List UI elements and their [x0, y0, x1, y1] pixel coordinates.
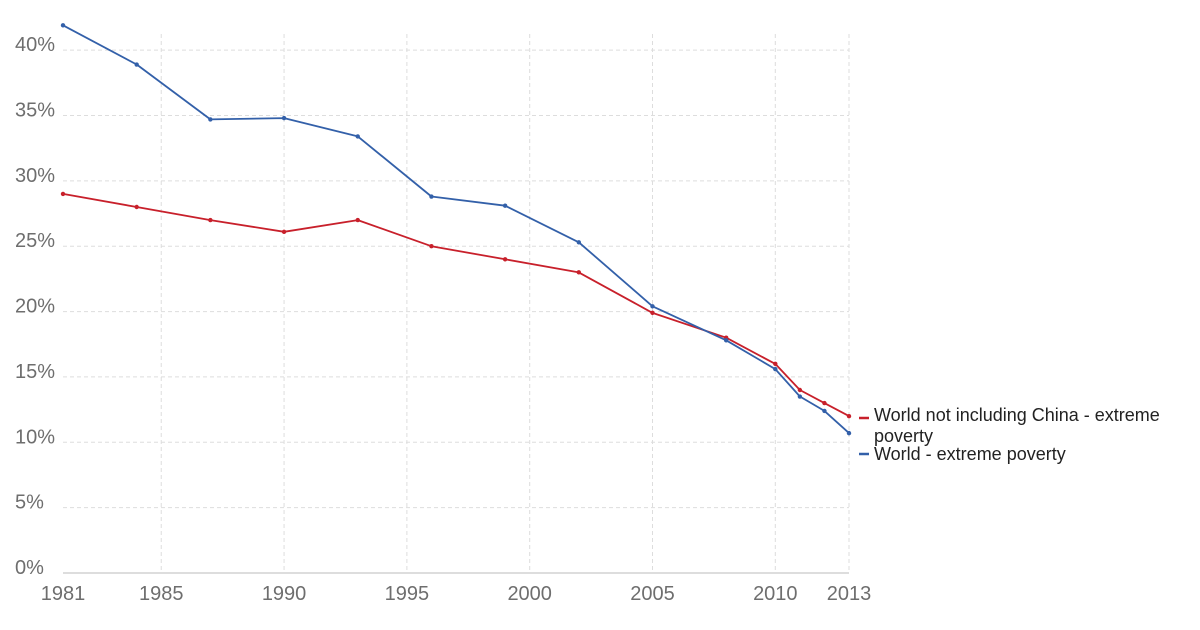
data-point — [797, 394, 803, 399]
series-0 — [60, 191, 852, 419]
legend-label: World - extreme poverty — [874, 444, 1066, 464]
x-tick-label: 1990 — [262, 583, 307, 605]
data-point — [576, 270, 582, 275]
data-point — [355, 217, 360, 223]
y-tick-label: 10% — [15, 426, 55, 448]
x-tick-label: 1985 — [139, 583, 184, 605]
data-point — [208, 217, 213, 223]
data-point — [281, 229, 287, 235]
series-1 — [60, 23, 852, 436]
x-tick-label: 1981 — [41, 583, 86, 605]
data-point — [822, 408, 827, 414]
x-tick-label: 1995 — [385, 583, 430, 605]
y-tick-label: 40% — [15, 34, 55, 56]
data-point — [773, 361, 778, 367]
y-tick-label: 25% — [15, 230, 55, 252]
legend-label: poverty — [874, 426, 933, 446]
x-tick-label: 2013 — [827, 583, 872, 605]
data-point — [723, 338, 729, 343]
x-tick-label: 2010 — [753, 583, 798, 605]
y-tick-label: 30% — [15, 165, 55, 187]
data-point — [60, 23, 66, 28]
data-point — [429, 244, 434, 249]
x-tick-label: 2000 — [507, 583, 552, 605]
data-point — [846, 430, 852, 436]
series-line — [62, 24, 850, 434]
y-axis-tick-labels: 0% 5% 10% 15% 20% 25% 30% 35% 40% — [15, 34, 55, 579]
data-point — [60, 191, 66, 197]
data-point — [429, 194, 434, 199]
legend: World not including China - extremepover… — [859, 405, 1160, 464]
legend-label: World not including China - extreme — [874, 405, 1160, 425]
series-line — [62, 193, 850, 417]
data-point — [846, 413, 852, 419]
data-point — [650, 310, 655, 316]
x-axis-tick-labels: 1981 1985 1990 1995 2000 2005 2010 2013 — [41, 583, 872, 605]
data-point — [281, 115, 287, 121]
data-point — [134, 62, 139, 67]
data-point — [502, 257, 508, 262]
series-lines — [60, 23, 852, 436]
y-gridlines — [63, 49, 849, 509]
x-gridlines — [160, 34, 850, 573]
legend-item-0: World not including China - extremepover… — [859, 405, 1160, 446]
data-point — [502, 203, 508, 208]
data-point — [208, 117, 213, 122]
legend-item-1: World - extreme poverty — [859, 444, 1066, 464]
data-point — [822, 400, 827, 406]
data-point — [134, 204, 139, 210]
y-tick-label: 35% — [15, 100, 55, 122]
y-tick-label: 5% — [15, 492, 44, 514]
data-point — [797, 387, 803, 393]
y-tick-label: 15% — [15, 361, 55, 383]
y-tick-label: 20% — [15, 296, 55, 318]
data-point — [355, 134, 360, 139]
data-point — [773, 366, 778, 372]
data-point — [576, 240, 582, 245]
x-tick-label: 2005 — [630, 583, 675, 605]
data-point — [650, 304, 655, 309]
y-tick-label: 0% — [15, 557, 44, 579]
